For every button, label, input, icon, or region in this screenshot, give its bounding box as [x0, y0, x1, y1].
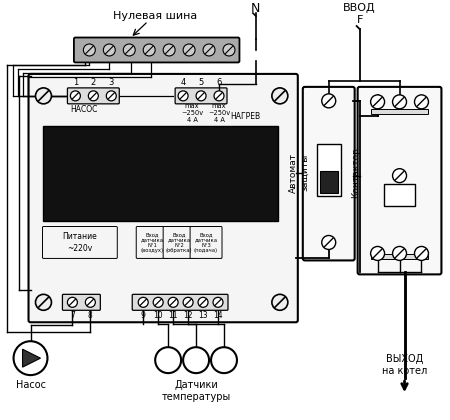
Bar [371, 109, 428, 114]
Circle shape [183, 44, 195, 56]
Circle shape [178, 91, 188, 101]
Circle shape [88, 91, 99, 101]
Text: ВВОД: ВВОД [343, 3, 376, 13]
Text: 6: 6 [216, 78, 222, 87]
Text: N: N [251, 2, 261, 15]
Circle shape [392, 95, 406, 109]
Circle shape [392, 247, 406, 260]
Circle shape [106, 91, 116, 101]
FancyBboxPatch shape [163, 226, 195, 258]
Text: F: F [356, 15, 363, 25]
Text: 2: 2 [91, 78, 96, 87]
Text: max
~250v
4 А: max ~250v 4 А [181, 103, 203, 123]
Circle shape [414, 247, 428, 260]
Text: Датчики
температуры: Датчики температуры [162, 380, 231, 402]
FancyBboxPatch shape [42, 226, 117, 258]
Circle shape [371, 95, 385, 109]
Bar [371, 255, 428, 260]
Text: Автомат
защиты: Автомат защиты [289, 152, 309, 193]
Text: Нулевая шина: Нулевая шина [113, 11, 197, 21]
FancyBboxPatch shape [63, 294, 100, 310]
Circle shape [211, 347, 237, 373]
Circle shape [203, 44, 215, 56]
Circle shape [143, 44, 155, 56]
FancyBboxPatch shape [175, 88, 227, 104]
Circle shape [70, 91, 81, 101]
Circle shape [14, 341, 47, 375]
Bar [383, 184, 415, 205]
Circle shape [168, 297, 178, 307]
Circle shape [322, 236, 336, 249]
Text: 1: 1 [73, 78, 78, 87]
Text: 8: 8 [88, 311, 93, 320]
Text: 3: 3 [108, 78, 114, 87]
FancyBboxPatch shape [28, 74, 298, 322]
Text: 9: 9 [141, 311, 146, 320]
Text: Вход
датчика
N°2
(обратка): Вход датчика N°2 (обратка) [166, 232, 193, 253]
Circle shape [196, 91, 206, 101]
Circle shape [214, 91, 224, 101]
Text: НАГРЕВ: НАГРЕВ [230, 112, 260, 121]
Bar [317, 144, 341, 196]
Text: 7: 7 [70, 311, 75, 320]
Text: 13: 13 [198, 311, 208, 320]
Circle shape [83, 44, 95, 56]
Text: Вход
датчика
N°3
(подача): Вход датчика N°3 (подача) [194, 232, 218, 253]
Text: НАСОС: НАСОС [71, 105, 98, 114]
FancyBboxPatch shape [190, 226, 222, 258]
Circle shape [183, 297, 193, 307]
Text: 10: 10 [153, 311, 163, 320]
FancyBboxPatch shape [132, 294, 228, 310]
Circle shape [322, 94, 336, 108]
Circle shape [123, 44, 135, 56]
Circle shape [153, 297, 163, 307]
Circle shape [36, 88, 51, 104]
Circle shape [213, 297, 223, 307]
FancyBboxPatch shape [68, 88, 119, 104]
Circle shape [272, 294, 288, 310]
Text: Насос: Насос [15, 380, 45, 390]
FancyBboxPatch shape [136, 226, 168, 258]
Circle shape [104, 44, 115, 56]
FancyBboxPatch shape [303, 87, 355, 260]
FancyBboxPatch shape [74, 37, 239, 63]
Text: max
~250v
4 А: max ~250v 4 А [208, 103, 230, 123]
Circle shape [68, 297, 77, 307]
Circle shape [392, 169, 406, 183]
Text: Питание
~220v: Питание ~220v [62, 232, 97, 252]
Circle shape [86, 297, 95, 307]
Circle shape [223, 44, 235, 56]
Circle shape [272, 88, 288, 104]
Text: 14: 14 [213, 311, 223, 320]
Bar [44, 126, 278, 220]
Text: Контактор: Контактор [351, 147, 360, 198]
Circle shape [198, 297, 208, 307]
Text: Вход
датчика
N°1
(воздух): Вход датчика N°1 (воздух) [141, 232, 164, 253]
Text: ВЫХОД
на котел: ВЫХОД на котел [382, 354, 427, 376]
Text: 4: 4 [180, 78, 186, 87]
Text: 12: 12 [183, 311, 193, 320]
Circle shape [414, 95, 428, 109]
Circle shape [371, 247, 385, 260]
Text: 11: 11 [168, 311, 178, 320]
Polygon shape [22, 349, 40, 367]
Circle shape [36, 294, 51, 310]
Bar [320, 171, 338, 193]
Circle shape [155, 347, 181, 373]
Text: 5: 5 [198, 78, 204, 87]
Circle shape [163, 44, 175, 56]
Circle shape [183, 347, 209, 373]
Circle shape [138, 297, 148, 307]
FancyBboxPatch shape [358, 87, 441, 274]
